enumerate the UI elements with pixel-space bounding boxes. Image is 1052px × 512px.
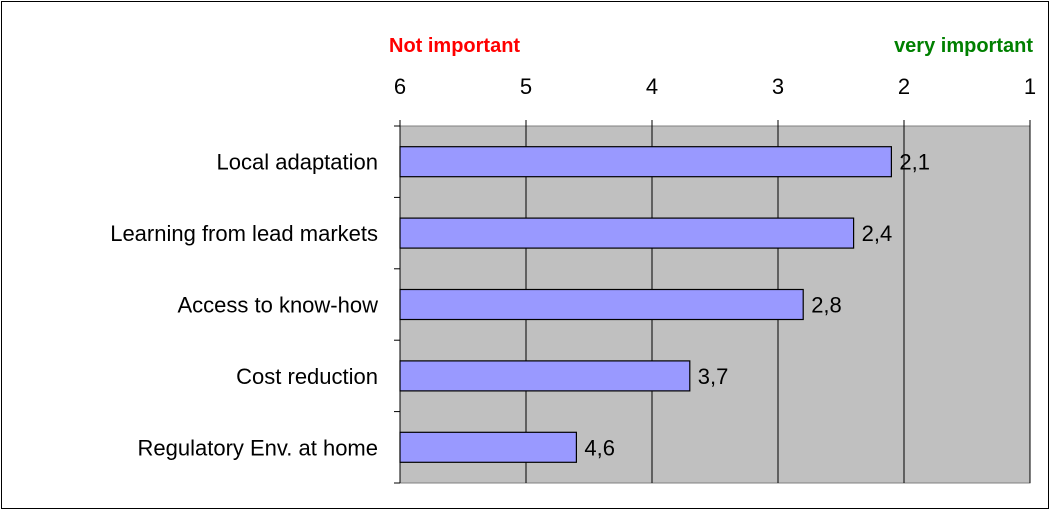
category-label: Learning from lead markets <box>110 221 378 246</box>
data-label: 2,8 <box>811 293 842 318</box>
x-tick-label: 3 <box>772 74 784 99</box>
x-tick-label: 1 <box>1024 74 1036 99</box>
bar <box>399 360 691 392</box>
x-axis-ticks: 6 5 4 3 2 1 <box>394 74 1036 99</box>
category-label: Regulatory Env. at home <box>138 435 379 460</box>
x-tick-label: 6 <box>394 74 406 99</box>
category-label: Local adaptation <box>217 150 378 175</box>
bar <box>399 217 855 249</box>
x-tick-label: 5 <box>520 74 532 99</box>
data-label: 2,1 <box>899 150 930 175</box>
bar <box>399 288 804 321</box>
y-axis <box>394 125 401 484</box>
bars <box>399 146 892 463</box>
annotation-very-important: very important <box>894 35 1033 57</box>
data-labels: 2,1 2,4 2,8 3,7 4,6 <box>584 150 930 461</box>
bar <box>399 431 577 463</box>
x-tick-label: 4 <box>646 74 658 99</box>
x-tick-label: 2 <box>898 74 910 99</box>
data-label: 4,6 <box>584 435 615 460</box>
category-labels: Local adaptation Learning from lead marke… <box>110 150 378 461</box>
data-label: 3,7 <box>698 364 729 389</box>
category-label: Access to know-how <box>177 293 378 318</box>
annotation-not-important: Not important <box>389 35 520 57</box>
category-label: Cost reduction <box>236 364 378 389</box>
data-label: 2,4 <box>862 221 893 246</box>
bar <box>399 146 892 178</box>
